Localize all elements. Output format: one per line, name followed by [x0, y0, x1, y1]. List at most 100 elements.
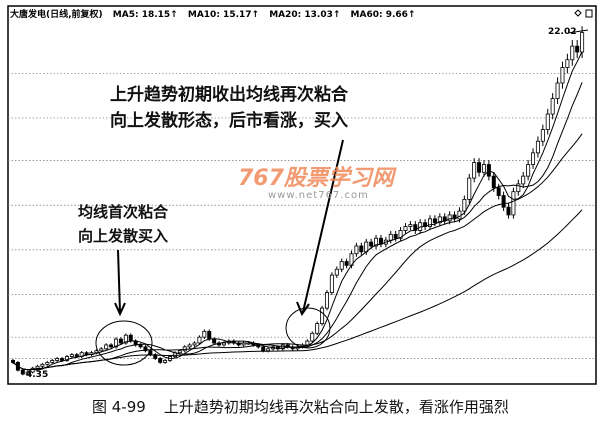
candle-body [359, 245, 364, 253]
candle-body [481, 164, 486, 173]
ma60-value: MA60: 9.66↑ [350, 10, 416, 20]
annotation-top-line2: 向上发散形态，后市看涨，买入 [110, 111, 348, 131]
low-price-label: 4.35 [26, 370, 49, 380]
candle-body [369, 241, 374, 247]
candle-body [50, 360, 55, 363]
candle-body [432, 218, 437, 224]
candle-body [74, 354, 79, 357]
candle-body [398, 230, 403, 239]
candle-body [192, 342, 197, 346]
candle-body [545, 113, 550, 130]
candle-body [531, 152, 536, 165]
candle-body [158, 358, 163, 363]
chart-header: 大唐发电(日线,前复权) MA5: 18.15↑ MA10: 15.17↑ MA… [10, 7, 422, 20]
candle-body [403, 226, 408, 231]
high-pointer [567, 29, 589, 34]
candle-body [138, 344, 143, 348]
candle-body [535, 140, 540, 154]
figure-number: 图 4-99 [92, 398, 146, 416]
candle-body [580, 32, 585, 53]
candle-body [280, 344, 285, 350]
window-icon [585, 9, 593, 18]
stock-name: 大唐发电(日线,前复权) [10, 10, 103, 20]
candle-body [35, 365, 40, 369]
candle-body [310, 332, 315, 342]
candle-body [506, 206, 511, 216]
candle-body [329, 274, 334, 293]
annotation-top: 上升趋势初期收出均线再次粘合 向上发散形态，后市看涨，买入 [110, 82, 348, 134]
candle-body [212, 338, 217, 344]
candle-body [428, 218, 433, 227]
candle-body [374, 237, 379, 247]
candle-body [55, 358, 60, 361]
candle-body [69, 354, 74, 357]
candle-body [109, 344, 114, 348]
candle-body [378, 237, 383, 245]
candle-body [477, 162, 482, 173]
candle-body [187, 344, 192, 348]
candle-body [128, 334, 133, 342]
candle-body [10, 360, 15, 363]
figure-caption: 图 4-99 上升趋势初期均线再次粘合向上发散，看涨作用强烈 [92, 396, 527, 417]
ma60-line [12, 209, 583, 371]
candle-body [565, 59, 570, 68]
candle-body [99, 348, 104, 352]
ma20-value: MA20: 13.03↑ [269, 10, 341, 20]
candle-body [472, 162, 477, 179]
candle-body [202, 330, 207, 338]
candle-body [221, 342, 226, 346]
ma10-line [12, 82, 583, 371]
candle-body [521, 175, 526, 185]
candle-body [457, 210, 462, 220]
candle-body [334, 268, 339, 276]
annotation-left: 均线首次粘合 向上发散买入 [78, 200, 168, 248]
candle-body [555, 82, 560, 99]
diamond-icon [574, 9, 582, 17]
candle-body [320, 307, 325, 324]
candle-body [344, 261, 349, 266]
candle-body [315, 323, 320, 334]
candle-body [496, 187, 501, 196]
annotation-left-line2: 向上发散买入 [78, 227, 169, 245]
candle-body [324, 292, 329, 309]
candle-body [388, 233, 393, 241]
candle-body [393, 233, 398, 239]
candle-body [550, 98, 555, 115]
highlight-circle-second [285, 307, 331, 349]
candle-body [266, 348, 271, 352]
annotation-top-line1: 上升趋势初期收出均线再次粘合 [110, 85, 348, 105]
candle-body [511, 191, 516, 216]
candle-body [516, 183, 521, 193]
candle-body [354, 245, 359, 255]
candle-body [560, 67, 565, 84]
candle-body [64, 356, 69, 361]
candle-body [575, 45, 580, 53]
candle-body [447, 214, 452, 222]
candle-body [462, 199, 467, 212]
candle-body [118, 338, 123, 344]
arrow-first [114, 249, 126, 317]
candle-body [30, 367, 35, 373]
candle-body [40, 363, 45, 367]
candle-body [570, 45, 575, 61]
candle-body [60, 358, 65, 361]
highlight-circle-first [95, 320, 153, 366]
annotation-left-line1: 均线首次粘合 [78, 203, 169, 221]
ma5-value: MA5: 18.15↑ [112, 10, 178, 20]
candle-body [339, 261, 344, 270]
candle-body [526, 164, 531, 177]
candle-body [20, 369, 25, 375]
candle-body [197, 336, 202, 344]
ma10-value: MA10: 15.17↑ [187, 10, 260, 20]
candle-body [177, 350, 182, 354]
candle-body [123, 334, 128, 344]
candle-body [25, 371, 30, 375]
caption-text: 上升趋势初期均线再次粘合向上发散，看涨作用强烈 [163, 398, 509, 416]
watermark-brand: 767股票学习网 [238, 166, 394, 191]
candle-body [104, 344, 109, 350]
high-price-label: 22.02 [548, 27, 577, 37]
candle-body [491, 175, 496, 189]
candle-body [305, 340, 310, 346]
